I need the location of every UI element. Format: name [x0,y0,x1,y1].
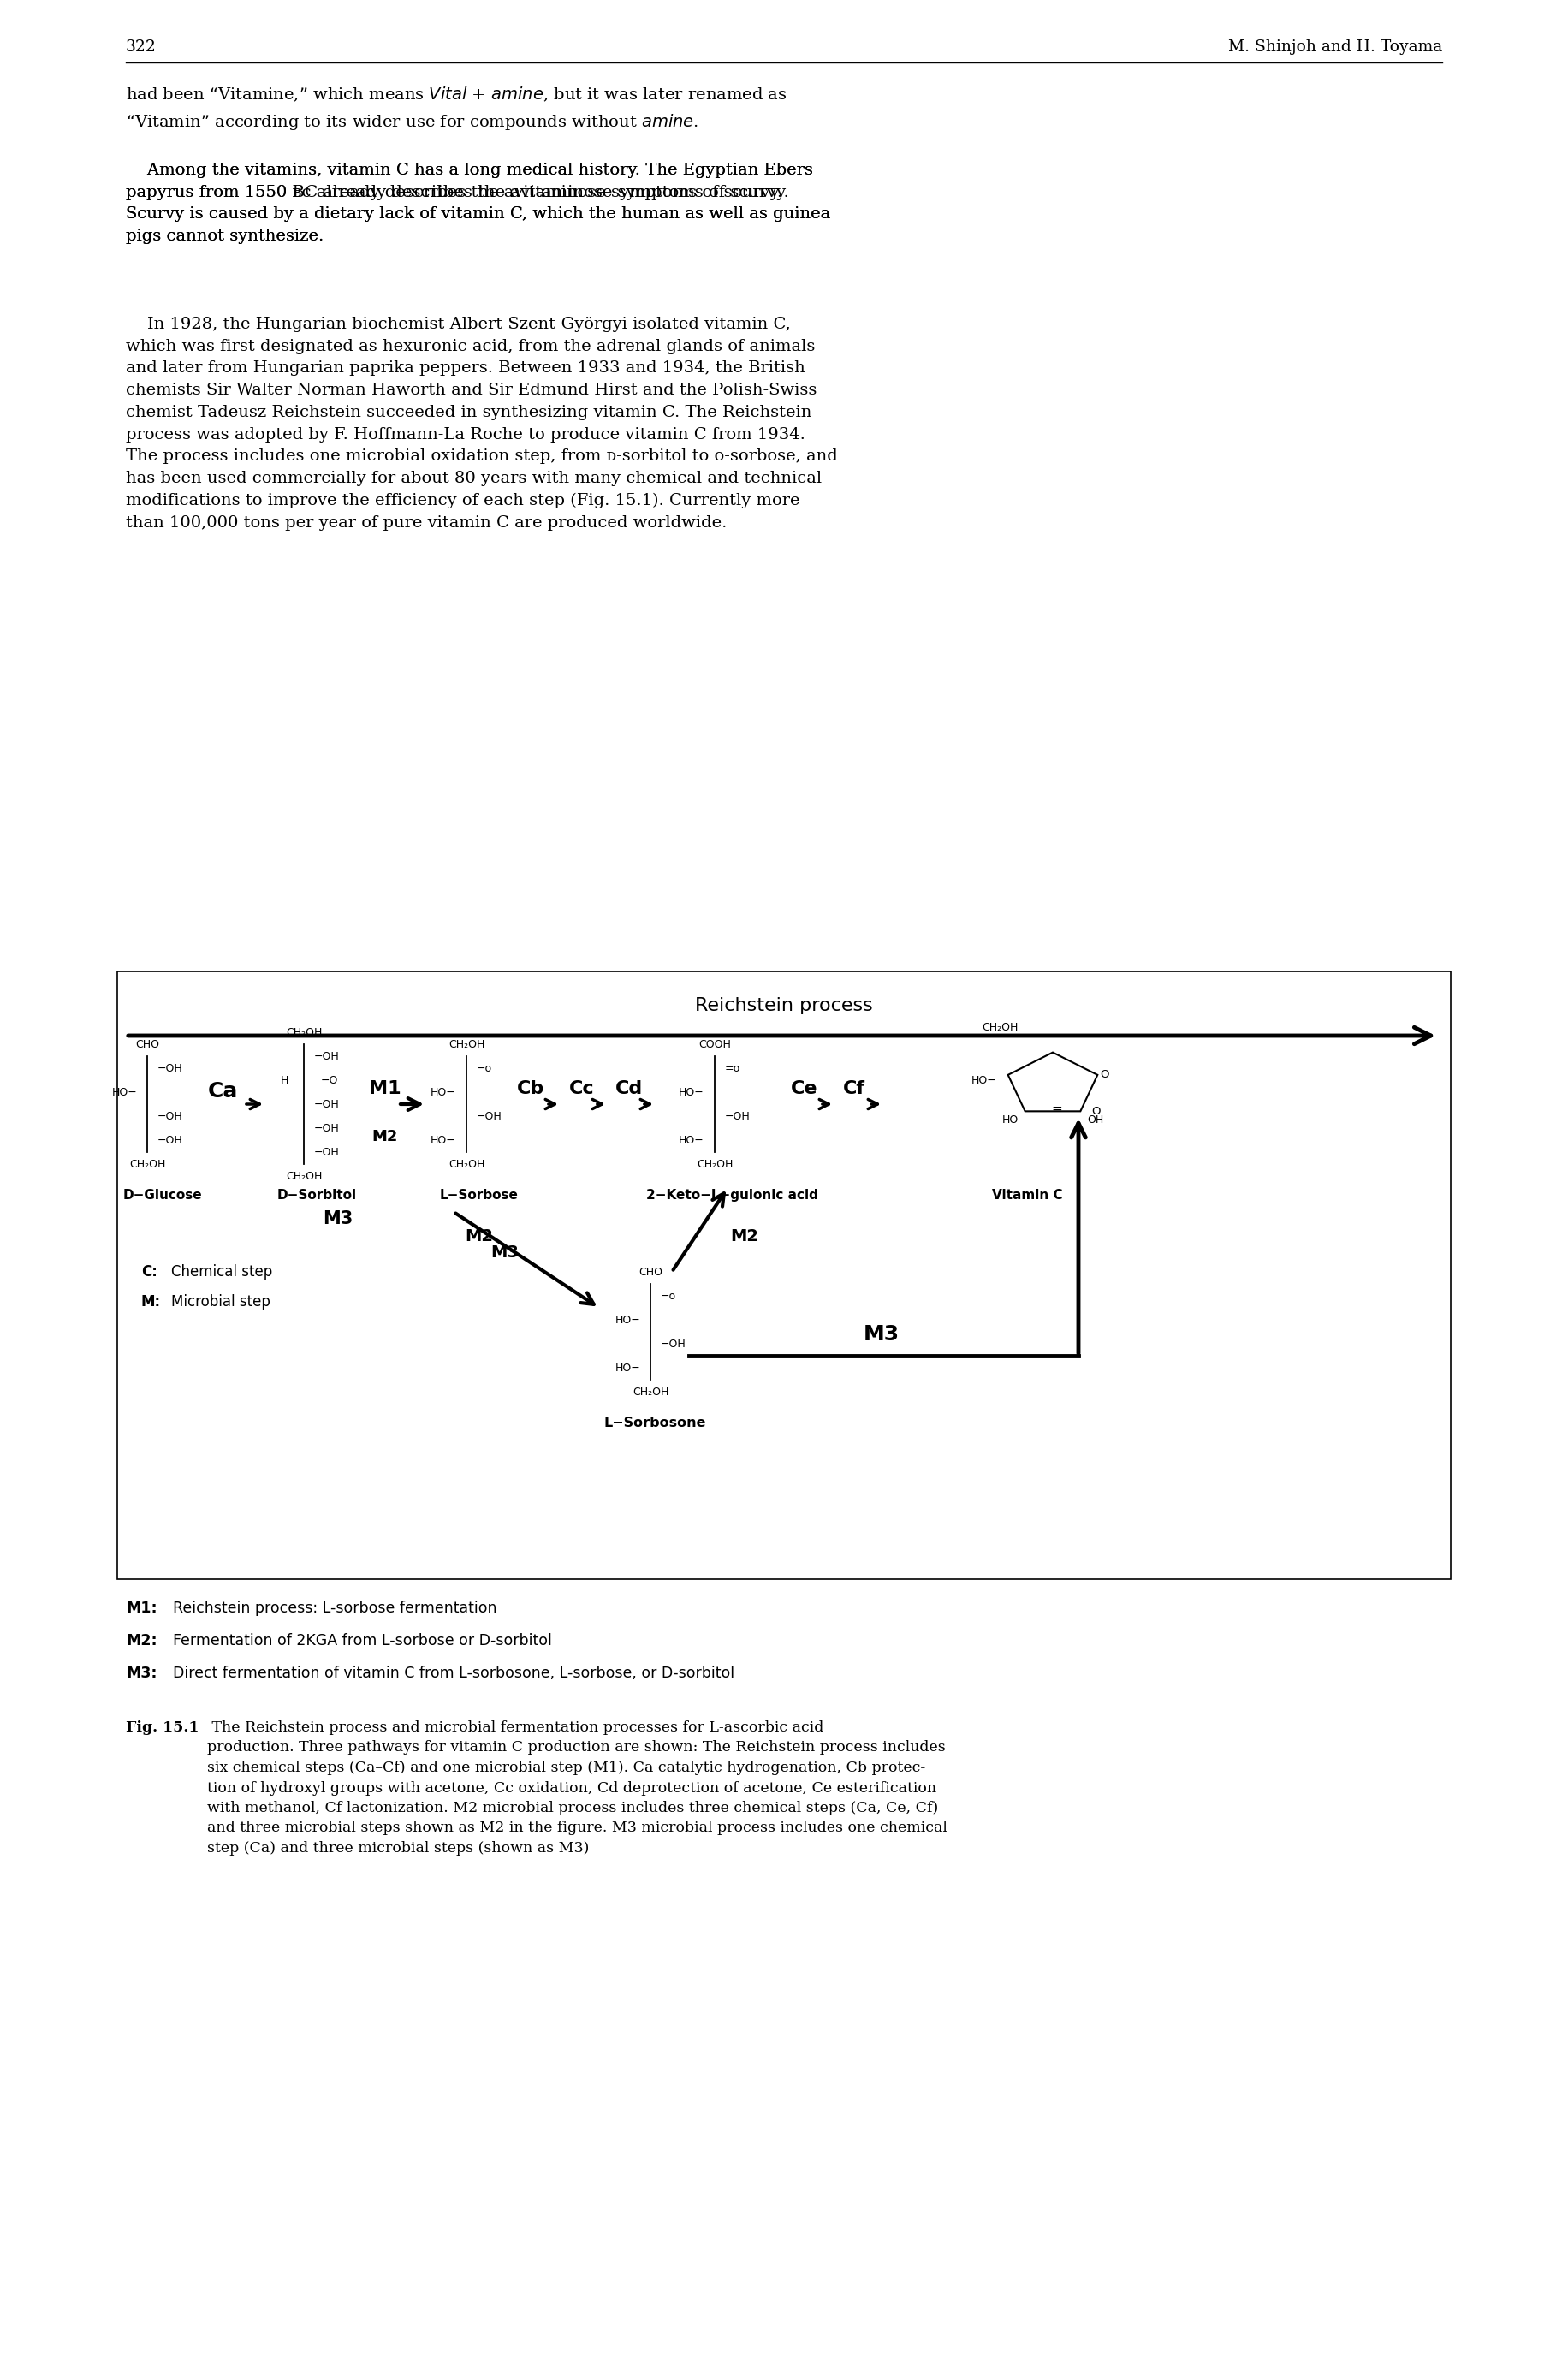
Text: In 1928, the Hungarian biochemist Albert Szent-Györgyi isolated vitamin C,
which: In 1928, the Hungarian biochemist Albert… [125,316,837,530]
Text: M2:: M2: [125,1632,157,1649]
Text: −o: −o [477,1062,492,1074]
Text: CHO: CHO [638,1266,662,1278]
Text: −o: −o [660,1290,676,1302]
Text: HO−: HO− [431,1133,456,1145]
Text: Cd: Cd [615,1081,643,1098]
Text: CH₂OH: CH₂OH [448,1038,485,1050]
Text: −OH: −OH [157,1062,183,1074]
Text: 322: 322 [125,40,157,55]
Text: Reichstein process: Reichstein process [695,998,873,1015]
Text: M3:: M3: [125,1666,157,1680]
Text: M:: M: [141,1295,162,1309]
Text: Vitamin C: Vitamin C [991,1188,1063,1202]
Text: CH₂OH: CH₂OH [696,1159,732,1169]
Text: Cf: Cf [844,1081,866,1098]
Text: HO−: HO− [972,1074,997,1086]
Text: CH₂OH: CH₂OH [285,1026,321,1038]
Text: Ca: Ca [207,1081,238,1102]
Text: D−Glucose: D−Glucose [122,1188,202,1202]
Text: H: H [281,1074,289,1086]
Text: −O: −O [321,1074,339,1086]
Text: CH₂OH: CH₂OH [982,1022,1019,1034]
Text: CH₂OH: CH₂OH [129,1159,165,1169]
Text: O: O [1091,1105,1101,1117]
Text: −OH: −OH [314,1148,340,1157]
Text: M2: M2 [466,1228,494,1245]
Text: Cc: Cc [569,1081,594,1098]
Text: M3: M3 [864,1323,900,1345]
Text: C:: C: [141,1264,157,1281]
Text: Microbial step: Microbial step [171,1295,270,1309]
Text: 2−Keto−L−gulonic acid: 2−Keto−L−gulonic acid [646,1188,818,1202]
Text: −OH: −OH [660,1338,687,1350]
Text: HO−: HO− [679,1133,704,1145]
Text: =o: =o [724,1062,740,1074]
Text: Chemical step: Chemical step [171,1264,273,1281]
Text: HO−: HO− [111,1086,136,1098]
Text: M2: M2 [372,1129,398,1145]
Text: M3: M3 [323,1212,353,1228]
Text: M3: M3 [491,1245,519,1262]
Text: D−Sorbitol: D−Sorbitol [278,1188,356,1202]
Text: Fig. 15.1: Fig. 15.1 [125,1720,199,1734]
Text: HO−: HO− [615,1361,640,1373]
Text: CH₂OH: CH₂OH [632,1385,668,1397]
Text: CH₂OH: CH₂OH [448,1159,485,1169]
Text: Cb: Cb [517,1081,544,1098]
Text: HO−: HO− [679,1086,704,1098]
Text: Among the vitamins, vitamin C has a long medical history. The Egyptian Ebers
pap: Among the vitamins, vitamin C has a long… [125,162,831,245]
Text: M1: M1 [368,1081,401,1098]
Text: HO−: HO− [615,1314,640,1326]
Bar [118,972,1450,1580]
Text: HO−: HO− [431,1086,456,1098]
Text: −OH: −OH [157,1133,183,1145]
Text: M. Shinjoh and H. Toyama: M. Shinjoh and H. Toyama [1228,40,1443,55]
Text: −OH: −OH [477,1110,502,1121]
Text: Direct fermentation of vitamin C from L-sorbosone, L-sorbose, or D-sorbitol: Direct fermentation of vitamin C from L-… [172,1666,734,1680]
Text: =: = [1052,1102,1063,1114]
Text: Ce: Ce [792,1081,818,1098]
Text: M2: M2 [731,1228,759,1245]
Text: The Reichstein process and microbial fermentation processes for L-ascorbic acid
: The Reichstein process and microbial fer… [207,1720,947,1856]
Text: COOH: COOH [698,1038,731,1050]
Text: M1:: M1: [125,1601,157,1616]
Text: −OH: −OH [724,1110,751,1121]
Text: OH: OH [1087,1114,1104,1126]
Text: Reichstein process: L-sorbose fermentation: Reichstein process: L-sorbose fermentati… [172,1601,497,1616]
Text: Among the vitamins, vitamin C has a long medical history. The Egyptian Ebers
pap: Among the vitamins, vitamin C has a long… [125,162,831,245]
Text: Fermentation of 2KGA from L-sorbose or D-sorbitol: Fermentation of 2KGA from L-sorbose or D… [172,1632,552,1649]
Text: O: O [1099,1069,1109,1081]
Text: had been “Vitamine,” which means $\it{Vital}$ + $\it{amine}$, but it was later r: had been “Vitamine,” which means $\it{Vi… [125,86,787,131]
Text: HO: HO [1002,1114,1018,1126]
Text: −OH: −OH [314,1121,340,1133]
Text: L−Sorbose: L−Sorbose [441,1188,519,1202]
Text: −OH: −OH [157,1110,183,1121]
Text: L−Sorbosone: L−Sorbosone [604,1416,706,1430]
Text: −OH: −OH [314,1098,340,1110]
Text: CH₂OH: CH₂OH [285,1171,321,1181]
Text: CHO: CHO [135,1038,160,1050]
Text: −OH: −OH [314,1050,340,1062]
